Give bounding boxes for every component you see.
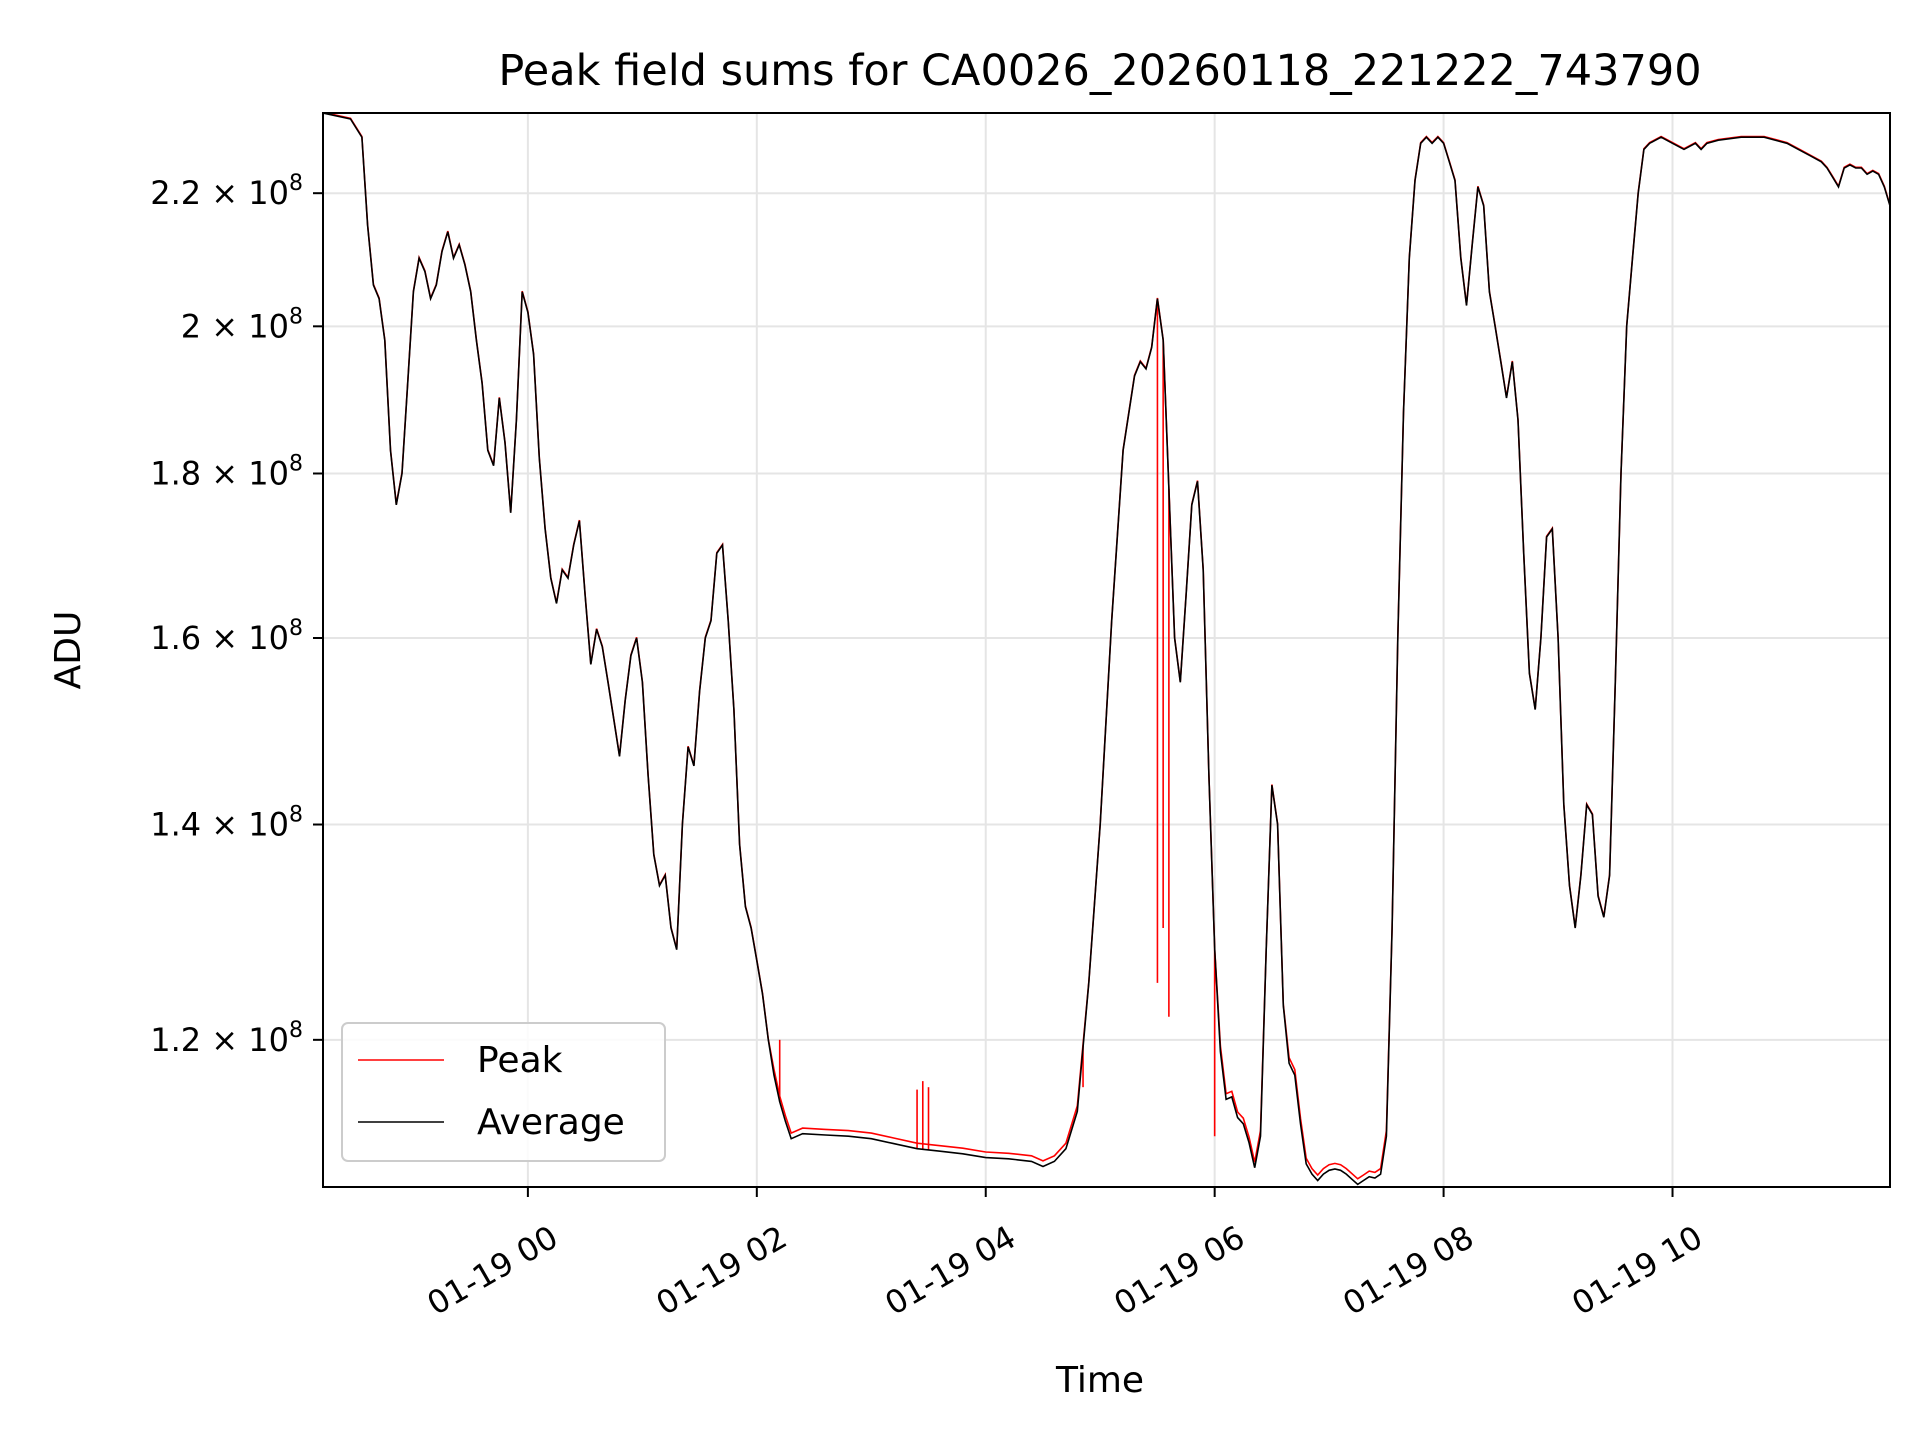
y-tick-label: 1.6 × 108: [150, 616, 303, 657]
y-tick-label: 2 × 108: [181, 304, 303, 345]
series-line-average: [323, 113, 1890, 1186]
y-tick-label: 1.8 × 108: [150, 451, 303, 492]
plot-frame: [322, 112, 1891, 1188]
x-axis-title: Time: [1055, 1360, 1144, 1401]
y-tick-label: 1.4 × 108: [150, 803, 303, 844]
legend-box: [341, 1022, 666, 1162]
chart-title: Peak field sums for CA0026_20260118_2212…: [498, 46, 1701, 96]
y-tick-label: 1.2 × 108: [150, 1018, 303, 1059]
legend-label-peak: Peak: [477, 1040, 563, 1081]
legend-label-average: Average: [477, 1102, 625, 1143]
y-tick-label: 2.2 × 108: [150, 171, 303, 212]
average-series-layer: [323, 113, 1890, 1186]
y-axis-ticks: 1.2 × 108 1.4 × 108 1.6 × 108 1.8 × 108 2 × …: [150, 171, 323, 1059]
legend: Peak Average: [341, 1022, 666, 1162]
y-axis-title: ADU: [48, 611, 89, 690]
